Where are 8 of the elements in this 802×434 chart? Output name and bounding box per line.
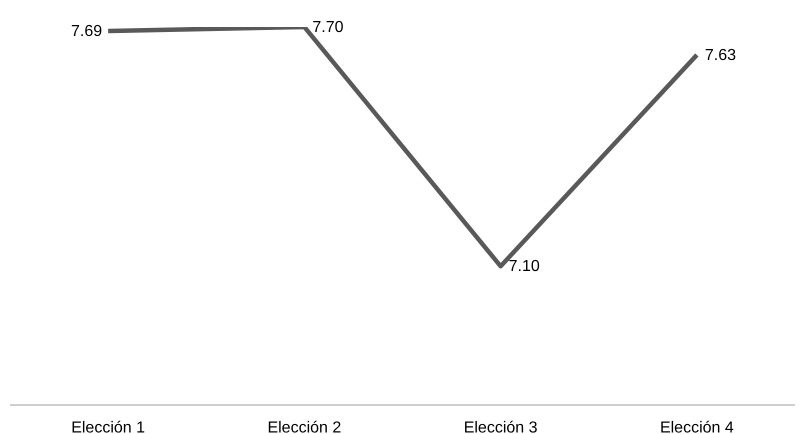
data-label: 7.63 xyxy=(704,46,736,64)
data-label: 7.69 xyxy=(70,22,102,40)
data-label: 7.10 xyxy=(508,258,540,276)
x-tick-label: Elección 3 xyxy=(464,419,538,434)
x-tick-label: Elección 4 xyxy=(660,419,734,434)
x-tick-label: Elección 1 xyxy=(71,419,146,434)
data-label: 7.70 xyxy=(312,19,344,36)
x-tick-label: Elección 2 xyxy=(267,419,342,434)
